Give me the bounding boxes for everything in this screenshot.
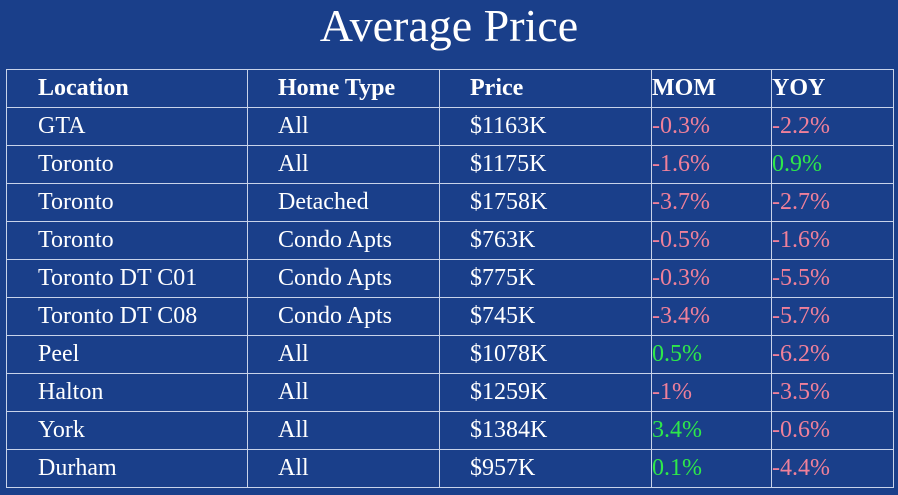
- cell-mom: -3.4%: [651, 297, 772, 336]
- table-row: Toronto Condo Apts $763K -0.5% -1.6%: [6, 221, 894, 260]
- cell-yoy: -2.2%: [771, 107, 894, 146]
- cell-yoy: 0.9%: [771, 145, 894, 184]
- cell-location: York: [6, 411, 248, 450]
- cell-location: Halton: [6, 373, 248, 412]
- cell-yoy: -5.7%: [771, 297, 894, 336]
- cell-home-type: Condo Apts: [247, 297, 440, 336]
- cell-location: Toronto: [6, 221, 248, 260]
- cell-price: $1758K: [439, 183, 652, 222]
- cell-price: $957K: [439, 449, 652, 488]
- header-price: Price: [439, 69, 652, 108]
- table-row: Toronto DT C08 Condo Apts $745K -3.4% -5.7%: [6, 297, 894, 336]
- table-row: GTA All $1163K -0.3% -2.2%: [6, 107, 894, 146]
- cell-mom: -3.7%: [651, 183, 772, 222]
- table-row: Durham All $957K 0.1% -4.4%: [6, 449, 894, 488]
- cell-home-type: Condo Apts: [247, 221, 440, 260]
- average-price-table: Location Home Type Price MOM YOY GTA All $…: [6, 69, 894, 488]
- cell-location: Durham: [6, 449, 248, 488]
- cell-price: $1384K: [439, 411, 652, 450]
- cell-location: Toronto DT C08: [6, 297, 248, 336]
- cell-mom: -0.3%: [651, 259, 772, 298]
- cell-price: $1163K: [439, 107, 652, 146]
- header-row: Location Home Type Price MOM YOY: [6, 69, 894, 108]
- cell-price: $1175K: [439, 145, 652, 184]
- header-location: Location: [6, 69, 248, 108]
- cell-mom: 0.5%: [651, 335, 772, 374]
- cell-yoy: -4.4%: [771, 449, 894, 488]
- cell-location: GTA: [6, 107, 248, 146]
- cell-price: $775K: [439, 259, 652, 298]
- header-home-type: Home Type: [247, 69, 440, 108]
- table-row: Toronto Detached $1758K -3.7% -2.7%: [6, 183, 894, 222]
- table-row: York All $1384K 3.4% -0.6%: [6, 411, 894, 450]
- table-row: Halton All $1259K -1% -3.5%: [6, 373, 894, 412]
- cell-yoy: -2.7%: [771, 183, 894, 222]
- cell-home-type: All: [247, 107, 440, 146]
- cell-home-type: All: [247, 411, 440, 450]
- cell-price: $763K: [439, 221, 652, 260]
- cell-mom: -1%: [651, 373, 772, 412]
- cell-home-type: Detached: [247, 183, 440, 222]
- cell-price: $1078K: [439, 335, 652, 374]
- table-row: Toronto All $1175K -1.6% 0.9%: [6, 145, 894, 184]
- cell-price: $1259K: [439, 373, 652, 412]
- header-mom: MOM: [651, 69, 772, 108]
- cell-location: Toronto: [6, 145, 248, 184]
- cell-location: Peel: [6, 335, 248, 374]
- cell-location: Toronto: [6, 183, 248, 222]
- cell-yoy: -1.6%: [771, 221, 894, 260]
- header-yoy: YOY: [771, 69, 894, 108]
- table-row: Toronto DT C01 Condo Apts $775K -0.3% -5.5%: [6, 259, 894, 298]
- cell-location: Toronto DT C01: [6, 259, 248, 298]
- cell-home-type: All: [247, 335, 440, 374]
- cell-mom: -1.6%: [651, 145, 772, 184]
- cell-mom: 3.4%: [651, 411, 772, 450]
- cell-mom: 0.1%: [651, 449, 772, 488]
- cell-home-type: All: [247, 373, 440, 412]
- cell-yoy: -6.2%: [771, 335, 894, 374]
- cell-home-type: Condo Apts: [247, 259, 440, 298]
- cell-price: $745K: [439, 297, 652, 336]
- cell-home-type: All: [247, 145, 440, 184]
- cell-yoy: -3.5%: [771, 373, 894, 412]
- cell-home-type: All: [247, 449, 440, 488]
- cell-yoy: -5.5%: [771, 259, 894, 298]
- cell-mom: -0.3%: [651, 107, 772, 146]
- cell-yoy: -0.6%: [771, 411, 894, 450]
- cell-mom: -0.5%: [651, 221, 772, 260]
- table-row: Peel All $1078K 0.5% -6.2%: [6, 335, 894, 374]
- page-title: Average Price: [319, 0, 579, 51]
